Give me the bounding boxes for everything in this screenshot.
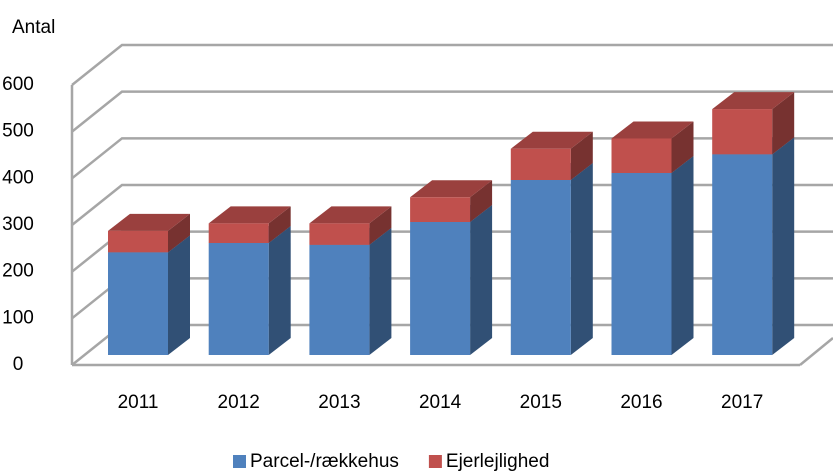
y-tick-label: 100 xyxy=(2,307,34,328)
bar-side xyxy=(772,92,795,155)
axis-title: Antal xyxy=(12,17,55,38)
bar-segment xyxy=(712,92,795,155)
x-tick-label: 2012 xyxy=(218,392,260,413)
bar-side xyxy=(168,235,190,355)
x-tick-label: 2017 xyxy=(721,392,763,413)
grid-line xyxy=(71,137,833,180)
bar-front xyxy=(309,244,370,355)
bar-segment xyxy=(309,227,392,355)
bar-segment xyxy=(712,137,795,355)
bar-segment xyxy=(309,206,392,245)
grid-line xyxy=(71,43,833,86)
axis-line xyxy=(799,337,833,366)
bar-front xyxy=(108,252,168,355)
x-tick-label: 2014 xyxy=(419,392,462,413)
bar-front xyxy=(208,243,269,355)
bar-top xyxy=(712,92,795,110)
bar-front xyxy=(611,173,672,355)
legend-swatch xyxy=(428,455,442,468)
bar-top xyxy=(108,213,190,231)
bar-front xyxy=(611,138,672,173)
bar-side xyxy=(369,206,392,245)
bar-side xyxy=(470,205,493,355)
bar-segment xyxy=(108,213,190,253)
bar-front xyxy=(510,148,571,180)
y-tick-label: 400 xyxy=(2,167,34,188)
bar-front xyxy=(712,109,773,155)
bar-front xyxy=(510,180,571,355)
legend-label: Parcel-/rækkehus xyxy=(250,451,399,471)
legend-label: Ejerlejlighed xyxy=(446,451,550,471)
bar-top xyxy=(510,131,593,149)
bar-side xyxy=(268,226,291,355)
grid-line xyxy=(71,90,833,133)
y-tick-label: 200 xyxy=(2,261,34,282)
y-tick-label: 600 xyxy=(2,74,34,95)
x-tick-label: 2013 xyxy=(318,392,360,413)
bar-side xyxy=(671,121,694,173)
bar-side xyxy=(570,131,593,180)
bar-side xyxy=(671,156,694,355)
legend-swatch xyxy=(233,455,246,468)
bar-top xyxy=(309,206,392,224)
bar-segment xyxy=(108,235,190,355)
bar-segment xyxy=(208,226,291,355)
bar-segment xyxy=(611,121,694,173)
bar-top xyxy=(208,206,291,224)
bar-segment xyxy=(611,156,694,355)
bar-side xyxy=(168,213,190,253)
bar-side xyxy=(772,137,795,355)
bar-segment xyxy=(510,163,593,355)
bar-segment xyxy=(510,131,593,180)
bar-top xyxy=(410,180,493,198)
bar-front xyxy=(712,154,773,355)
y-tick-label: 300 xyxy=(2,214,34,235)
bar-side xyxy=(570,163,593,355)
y-tick-label: 0 xyxy=(13,354,24,375)
x-tick-label: 2015 xyxy=(520,392,562,413)
bar-front xyxy=(410,222,471,355)
grid-line xyxy=(71,183,833,226)
x-tick-label: 2016 xyxy=(620,392,662,413)
bar-segment xyxy=(208,206,291,243)
x-tick-label: 2011 xyxy=(118,392,159,413)
y-tick-label: 500 xyxy=(2,121,34,142)
bar-front xyxy=(208,223,269,243)
bar-front xyxy=(108,230,168,253)
bar-front xyxy=(309,223,370,245)
bar-side xyxy=(470,180,493,222)
bar-segment xyxy=(410,180,493,222)
bar-segment xyxy=(410,205,493,355)
bar-top xyxy=(611,121,694,139)
bar-side xyxy=(268,206,291,243)
bar-front xyxy=(410,197,471,222)
bar-side xyxy=(369,227,392,355)
